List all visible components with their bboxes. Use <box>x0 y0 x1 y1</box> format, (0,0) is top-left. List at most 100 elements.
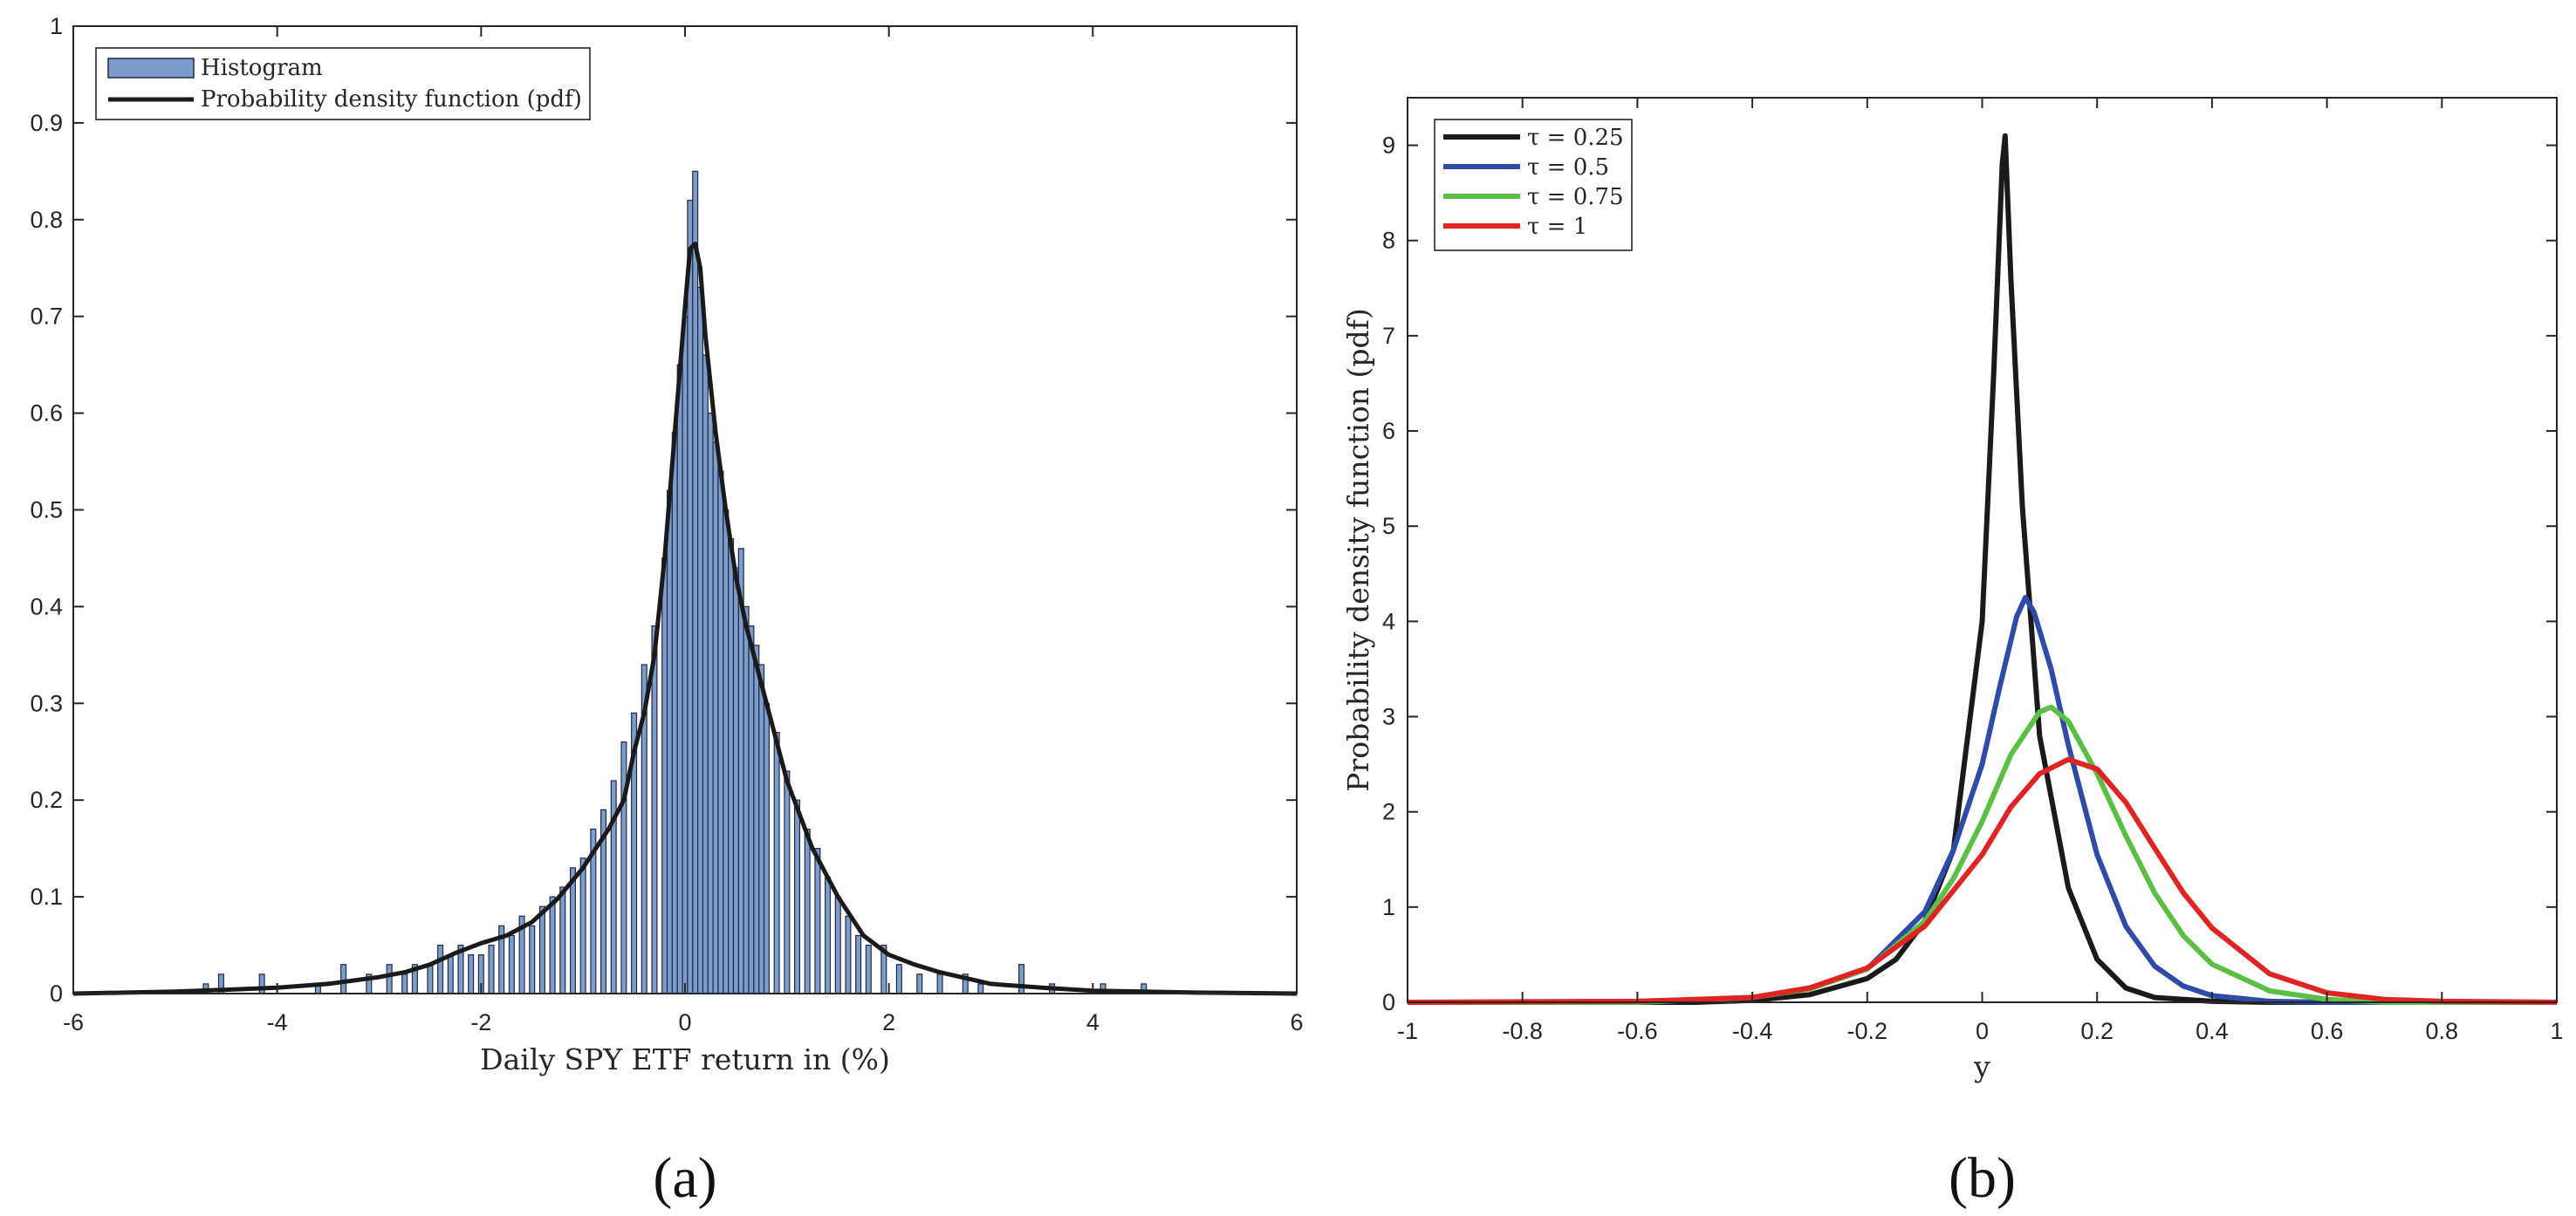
x-tick-label: 0.8 <box>2426 1018 2459 1044</box>
histogram-bar <box>936 973 943 994</box>
x-axis-label: y <box>1973 1049 1990 1083</box>
histogram-bar <box>977 983 984 994</box>
histogram-bar <box>579 857 586 994</box>
y-tick-label: 0.3 <box>30 690 63 716</box>
histogram-bar <box>559 886 566 994</box>
panel-caption: (a) <box>653 1146 716 1210</box>
histogram-bar <box>488 944 495 994</box>
histogram-bar <box>258 973 265 994</box>
y-tick-label: 9 <box>1382 133 1395 159</box>
y-tick-label: 0.5 <box>30 497 63 523</box>
plot-frame <box>1407 97 2558 1003</box>
legend-label: τ = 1 <box>1527 214 1587 240</box>
y-tick-label: 7 <box>1382 323 1395 349</box>
x-tick-label: -0.4 <box>1732 1018 1773 1044</box>
legend-label-histogram: Histogram <box>201 55 323 81</box>
histogram-bar <box>1018 964 1025 994</box>
y-tick-label: 1 <box>50 13 63 39</box>
y-axis-label: Probability density function (pdf) <box>1341 308 1375 791</box>
histogram-bar <box>712 441 719 994</box>
y-axis-ticks: 0 1 2 3 4 5 6 7 8 9 <box>1382 133 2557 1015</box>
histogram-bar <box>732 567 739 994</box>
pdf-curves <box>1407 133 2558 1005</box>
histogram-bar <box>651 625 658 994</box>
histogram-bar <box>717 470 724 994</box>
pdf-curve-4 <box>1407 756 2558 1005</box>
legend-label: τ = 0.25 <box>1527 125 1624 151</box>
histogram-bar <box>825 877 832 994</box>
panel-caption: (b) <box>1949 1146 2016 1210</box>
histogram-bar <box>784 770 791 994</box>
x-tick-label: -6 <box>63 1009 84 1035</box>
legend-label: τ = 0.75 <box>1527 184 1624 210</box>
legend-histogram-swatch <box>107 58 195 79</box>
y-tick-label: 0.1 <box>30 884 63 910</box>
histogram-bar <box>845 915 852 994</box>
histogram-bar <box>753 645 760 994</box>
histogram-bar <box>687 200 694 994</box>
legend: τ = 0.25 τ = 0.5 τ = 0.75 τ = 1 <box>1434 119 1633 251</box>
y-tick-label: 4 <box>1382 608 1395 634</box>
x-tick-label: -0.2 <box>1847 1018 1888 1044</box>
histogram-bar <box>743 605 750 994</box>
y-tick-label: 2 <box>1382 799 1395 825</box>
histogram-bar <box>707 413 714 994</box>
x-tick-label: 0 <box>678 1009 691 1035</box>
histogram-bar <box>692 170 699 994</box>
x-tick-label: 0.6 <box>2311 1018 2344 1044</box>
histogram-bar <box>804 828 811 994</box>
x-tick-label: -1 <box>1397 1018 1418 1044</box>
histogram-bar <box>728 538 735 994</box>
histogram-bar <box>758 664 765 994</box>
y-tick-label: 0.9 <box>30 110 63 136</box>
y-tick-label: 0 <box>1382 989 1395 1015</box>
histogram-bar <box>468 954 475 994</box>
histogram-bar <box>895 964 902 994</box>
histogram-bar <box>697 286 704 994</box>
legend-label: τ = 0.5 <box>1527 154 1609 181</box>
panel-b: 0 1 2 3 4 5 6 7 8 9 -1 -0.8 -0.6 -0.4 -0.2 0 0.2 0.4 0.6 0… <box>1341 97 2564 1210</box>
y-tick-label: 3 <box>1382 704 1395 730</box>
y-tick-label: 0.2 <box>30 787 63 813</box>
histogram-bar <box>702 354 709 994</box>
plot-frame <box>72 25 1298 994</box>
x-tick-label: 2 <box>882 1009 895 1035</box>
y-tick-label: 0 <box>50 980 63 1007</box>
y-tick-label: 6 <box>1382 418 1395 444</box>
histogram-bar <box>865 944 872 994</box>
legend-label-pdf: Probability density function (pdf) <box>201 86 582 113</box>
y-tick-label: 8 <box>1382 228 1395 254</box>
histogram-bar <box>855 934 862 994</box>
y-tick-label: 0.4 <box>30 593 63 619</box>
histogram-bar <box>916 973 923 994</box>
histogram-bar <box>763 702 770 994</box>
histogram-bar <box>814 848 821 994</box>
x-tick-label: 0.4 <box>2196 1018 2229 1044</box>
histogram-bar <box>401 973 408 994</box>
histogram-bar <box>569 867 577 994</box>
histogram-bar <box>508 934 515 994</box>
y-tick-label: 0.7 <box>30 304 63 330</box>
histogram-bar <box>529 925 536 994</box>
x-tick-label: 6 <box>1290 1009 1303 1035</box>
pdf-line <box>72 242 1298 996</box>
histogram-bar <box>671 432 678 994</box>
histogram-bar <box>723 509 730 994</box>
x-tick-label: -0.6 <box>1617 1018 1658 1044</box>
y-tick-label: 1 <box>1382 894 1395 920</box>
histogram-bar <box>386 964 393 994</box>
histogram-bar <box>620 741 627 994</box>
histogram-bar <box>549 896 556 994</box>
histogram-bar <box>661 557 668 994</box>
histogram-bar <box>773 731 780 994</box>
x-tick-label: -0.8 <box>1502 1018 1543 1044</box>
histogram-bar <box>437 944 444 994</box>
y-tick-label: 0.6 <box>30 400 63 427</box>
pdf-curve-1 <box>1408 133 2557 1005</box>
y-tick-label: 5 <box>1382 513 1395 539</box>
x-tick-label: 0 <box>1976 1018 1989 1044</box>
histogram-bar <box>340 964 347 994</box>
histogram-bar <box>834 896 841 994</box>
